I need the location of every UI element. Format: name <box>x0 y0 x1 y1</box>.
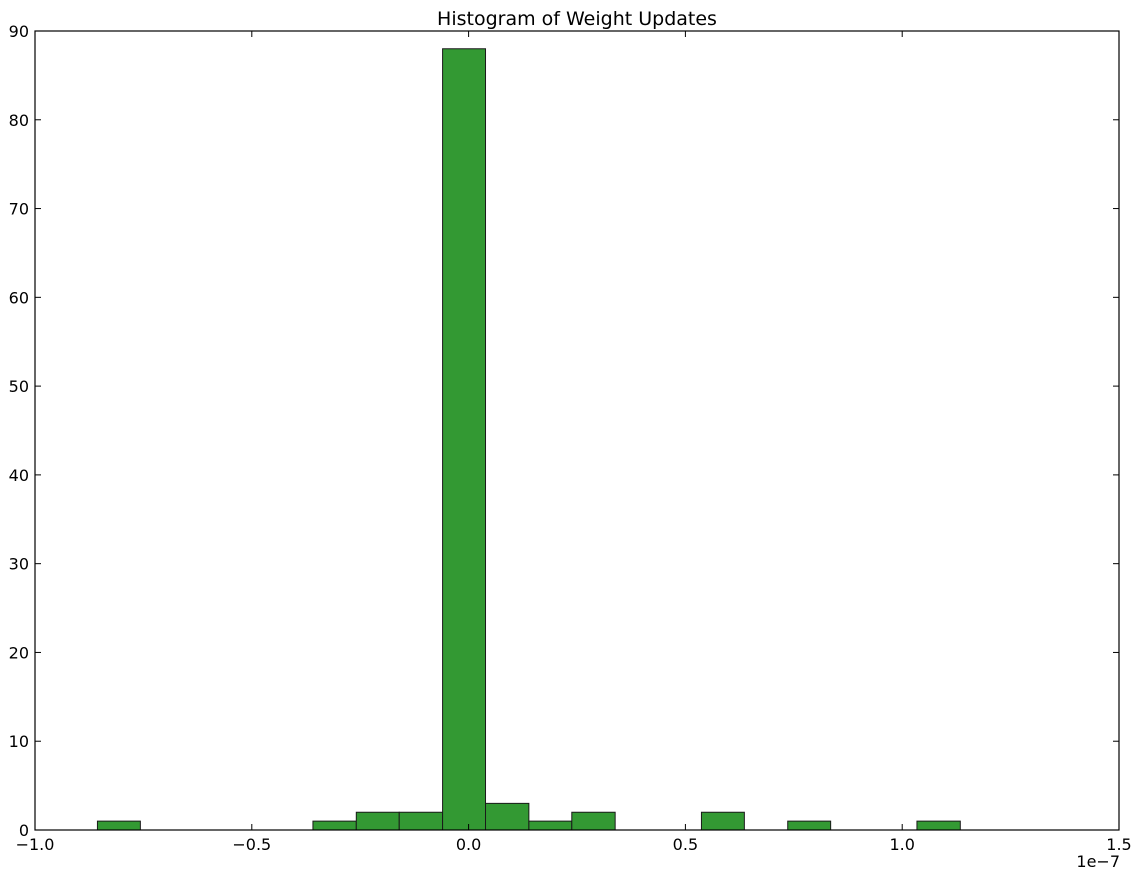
y-tick-label-0: 0 <box>19 821 29 840</box>
x-scale-label: 1e−7 <box>1076 852 1120 871</box>
ticks-group: −1.0 −0.5 0.0 0.5 1.0 1.5 0 10 20 30 40 50 60 70 80 90 <box>9 22 1132 854</box>
histogram-bar-1 <box>312 820 357 831</box>
histogram-bar-6 <box>528 820 573 831</box>
histogram-bar-3 <box>398 811 444 831</box>
y-tick-label-9: 90 <box>9 22 29 41</box>
histogram-bar-0 <box>96 820 141 831</box>
y-tick-label-4: 40 <box>9 466 29 485</box>
histogram-bar-7 <box>571 811 616 831</box>
y-tick-label-2: 20 <box>9 643 29 662</box>
y-tick-label-6: 60 <box>9 288 29 307</box>
plot-frame <box>34 30 1120 831</box>
x-tick-label-4: 1.0 <box>889 835 914 854</box>
bars-group <box>96 48 961 831</box>
y-tick-label-5: 50 <box>9 377 29 396</box>
y-tick-label-1: 10 <box>9 732 29 751</box>
x-tick-label-3: 0.5 <box>673 835 698 854</box>
y-tick-label-7: 70 <box>9 200 29 219</box>
x-tick-label-5: 1.5 <box>1106 835 1131 854</box>
x-tick-label-1: −0.5 <box>232 835 271 854</box>
histogram-bar-8 <box>700 811 745 831</box>
y-tick-label-8: 80 <box>9 111 29 130</box>
histogram-bar-10 <box>916 820 961 831</box>
chart-title: Histogram of Weight Updates <box>437 8 717 30</box>
x-tick-label-0: −1.0 <box>16 835 55 854</box>
histogram-bar-9 <box>787 820 832 831</box>
histogram-bar-4 <box>442 48 487 831</box>
histogram-bar-2 <box>355 811 400 831</box>
x-tick-label-2: 0.0 <box>456 835 481 854</box>
histogram-bar-5 <box>485 802 530 831</box>
y-tick-label-3: 30 <box>9 555 29 574</box>
